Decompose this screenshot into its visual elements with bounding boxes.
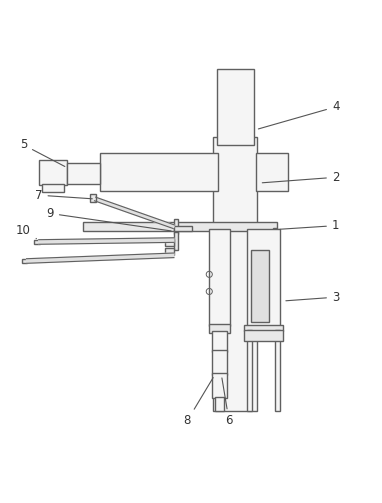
Text: 2: 2	[262, 171, 339, 184]
Bar	[273, 228, 277, 233]
Polygon shape	[39, 238, 174, 244]
Text: 6: 6	[222, 378, 233, 428]
Text: 5: 5	[20, 138, 65, 166]
Text: 1: 1	[280, 219, 339, 232]
Bar	[174, 226, 192, 230]
Bar	[213, 137, 257, 411]
Text: 8: 8	[183, 378, 213, 428]
Bar	[215, 397, 224, 411]
Bar	[212, 331, 227, 353]
Polygon shape	[27, 253, 174, 263]
Text: 10: 10	[16, 224, 36, 238]
Bar	[209, 324, 230, 333]
Bar	[243, 324, 283, 331]
Bar	[243, 330, 283, 341]
Bar	[34, 240, 39, 244]
Bar	[212, 373, 227, 398]
Bar	[165, 239, 174, 246]
Polygon shape	[94, 197, 175, 228]
Text: 9: 9	[47, 207, 171, 231]
Bar	[165, 248, 174, 256]
Bar	[217, 69, 254, 145]
Bar	[247, 329, 252, 411]
Bar	[39, 160, 67, 185]
Bar	[247, 229, 280, 327]
Text: 7: 7	[35, 189, 92, 202]
Bar	[275, 329, 280, 411]
Bar	[67, 163, 100, 184]
Bar	[42, 184, 64, 192]
Text: 4: 4	[258, 101, 339, 129]
Bar	[251, 249, 269, 322]
Bar	[212, 351, 227, 375]
Bar	[174, 232, 178, 249]
Bar	[83, 222, 277, 230]
Bar	[256, 152, 288, 191]
Text: 3: 3	[286, 291, 339, 304]
Bar	[209, 229, 230, 326]
Bar	[90, 194, 96, 202]
Bar	[22, 259, 28, 263]
Bar	[100, 152, 218, 191]
Bar	[174, 219, 178, 234]
